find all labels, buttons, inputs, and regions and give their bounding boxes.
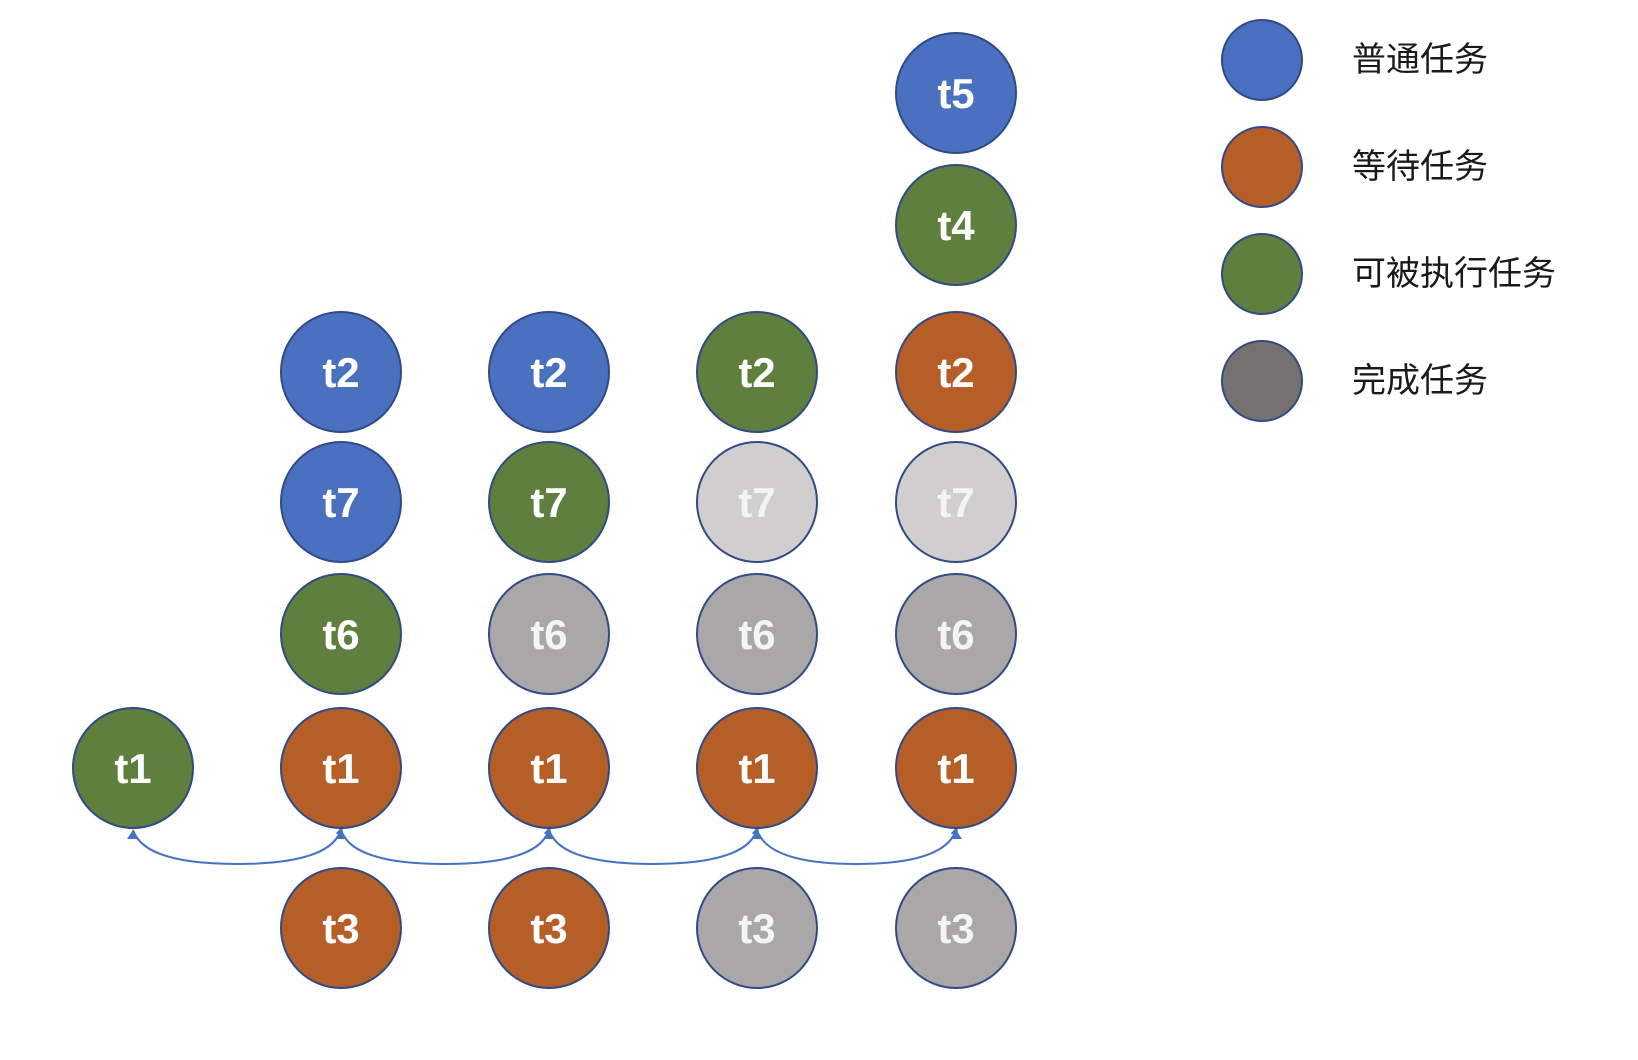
- task-node-stage-2-t7: t7: [280, 441, 402, 563]
- dependency-node-stage-3-t3-circle: [488, 867, 610, 989]
- dependency-node-stage-3-t3: t3: [488, 867, 610, 989]
- task-node-stage-5-t4: t4: [895, 164, 1017, 286]
- legend-item-0: 普通任务: [1221, 19, 1488, 101]
- dependency-arrow: [548, 830, 757, 865]
- task-node-stage-3-t1-label: t1: [530, 745, 567, 792]
- task-node-stage-2-t1-circle: [280, 707, 402, 829]
- task-node-stage-4-t6-circle: [696, 573, 818, 695]
- task-nodes: t1 t1 t6 t7 t2 t3 t1 t6 t7 t2 t3 t1 t6 t7 t2 t3 t1 t6 t7 t2…: [72, 32, 1017, 989]
- task-node-stage-5-t6: t6: [895, 573, 1017, 695]
- task-node-stage-1-t1-circle: [72, 707, 194, 829]
- dependency-node-stage-2-t3: t3: [280, 867, 402, 989]
- task-node-stage-3-t6: t6: [488, 573, 610, 695]
- task-node-stage-5-t1-circle: [895, 707, 1017, 829]
- task-node-stage-3-t7-label: t7: [530, 479, 567, 526]
- dependency-node-stage-4-t3: t3: [696, 867, 818, 989]
- task-node-stage-3-t2-label: t2: [530, 349, 567, 396]
- legend-label: 等待任务: [1352, 147, 1488, 187]
- task-node-stage-5-t5-label: t5: [937, 70, 974, 117]
- task-node-stage-4-t1: t1: [696, 707, 818, 829]
- arrowhead-icon: [950, 830, 962, 839]
- task-node-stage-5-t5: t5: [895, 32, 1017, 154]
- task-node-stage-5-t4-circle: [895, 164, 1017, 286]
- task-node-stage-2-t2-circle: [280, 311, 402, 433]
- task-node-stage-2-t2: t2: [280, 311, 402, 433]
- task-node-stage-4-t7: t7: [696, 441, 818, 563]
- task-node-stage-3-t1: t1: [488, 707, 610, 829]
- task-node-stage-5-t1-label: t1: [937, 745, 974, 792]
- legend-item-1: 等待任务: [1221, 126, 1488, 208]
- task-node-stage-5-t4-label: t4: [937, 202, 975, 249]
- legend-label: 可被执行任务: [1352, 254, 1556, 294]
- task-node-stage-5-t2: t2: [895, 311, 1017, 433]
- task-node-stage-2-t1: t1: [280, 707, 402, 829]
- task-node-stage-2-t6: t6: [280, 573, 402, 695]
- task-node-stage-5-t7-label: t7: [937, 479, 974, 526]
- task-node-stage-3-t6-label: t6: [530, 611, 567, 658]
- task-node-stage-4-t7-label: t7: [738, 479, 775, 526]
- task-node-stage-3-t7: t7: [488, 441, 610, 563]
- task-node-stage-3-t7-circle: [488, 441, 610, 563]
- task-node-stage-5-t6-circle: [895, 573, 1017, 695]
- task-node-stage-3-t1-circle: [488, 707, 610, 829]
- dependency-node-stage-5-t3-label: t3: [937, 905, 974, 952]
- dependency-arrow: [756, 830, 956, 865]
- task-node-stage-2-t7-circle: [280, 441, 402, 563]
- dependency-arrows: [127, 830, 962, 865]
- legend-item-3: 完成任务: [1221, 340, 1488, 422]
- dependency-arrow: [340, 830, 549, 865]
- task-node-stage-2-t6-circle: [280, 573, 402, 695]
- legend-label: 完成任务: [1352, 361, 1488, 401]
- arrowhead-icon: [127, 830, 139, 839]
- task-node-stage-4-t6: t6: [696, 573, 818, 695]
- legend-swatch: [1221, 233, 1303, 315]
- arrowhead-icon: [335, 830, 347, 839]
- arrowhead-icon: [751, 830, 763, 839]
- legend-label: 普通任务: [1352, 40, 1488, 80]
- task-node-stage-4-t2: t2: [696, 311, 818, 433]
- dependency-arrow: [132, 830, 341, 865]
- task-node-stage-2-t2-label: t2: [322, 349, 359, 396]
- task-node-stage-5-t1: t1: [895, 707, 1017, 829]
- task-node-stage-4-t6-label: t6: [738, 611, 775, 658]
- legend-item-2: 可被执行任务: [1221, 233, 1556, 315]
- dependency-node-stage-2-t3-label: t3: [322, 905, 359, 952]
- task-node-stage-2-t6-label: t6: [322, 611, 359, 658]
- dependency-node-stage-4-t3-circle: [696, 867, 818, 989]
- legend-swatch: [1221, 19, 1303, 101]
- task-node-stage-1-t1-label: t1: [114, 745, 151, 792]
- dependency-node-stage-5-t3: t3: [895, 867, 1017, 989]
- legend-swatch: [1221, 126, 1303, 208]
- task-node-stage-3-t2: t2: [488, 311, 610, 433]
- task-node-stage-2-t7-label: t7: [322, 479, 359, 526]
- task-node-stage-5-t2-circle: [895, 311, 1017, 433]
- task-node-stage-5-t5-circle: [895, 32, 1017, 154]
- task-node-stage-5-t6-label: t6: [937, 611, 974, 658]
- dependency-node-stage-5-t3-circle: [895, 867, 1017, 989]
- task-node-stage-4-t2-label: t2: [738, 349, 775, 396]
- task-node-stage-3-t6-circle: [488, 573, 610, 695]
- task-node-stage-1-t1: t1: [72, 707, 194, 829]
- task-node-stage-3-t2-circle: [488, 311, 610, 433]
- task-node-stage-5-t7: t7: [895, 441, 1017, 563]
- task-node-stage-5-t2-label: t2: [937, 349, 974, 396]
- task-node-stage-4-t1-label: t1: [738, 745, 775, 792]
- arrowhead-icon: [543, 830, 555, 839]
- task-node-stage-5-t7-circle: [895, 441, 1017, 563]
- task-node-stage-2-t1-label: t1: [322, 745, 359, 792]
- task-node-stage-4-t2-circle: [696, 311, 818, 433]
- dependency-node-stage-2-t3-circle: [280, 867, 402, 989]
- task-node-stage-4-t1-circle: [696, 707, 818, 829]
- dependency-node-stage-4-t3-label: t3: [738, 905, 775, 952]
- dependency-node-stage-3-t3-label: t3: [530, 905, 567, 952]
- task-node-stage-4-t7-circle: [696, 441, 818, 563]
- legend-swatch: [1221, 340, 1303, 422]
